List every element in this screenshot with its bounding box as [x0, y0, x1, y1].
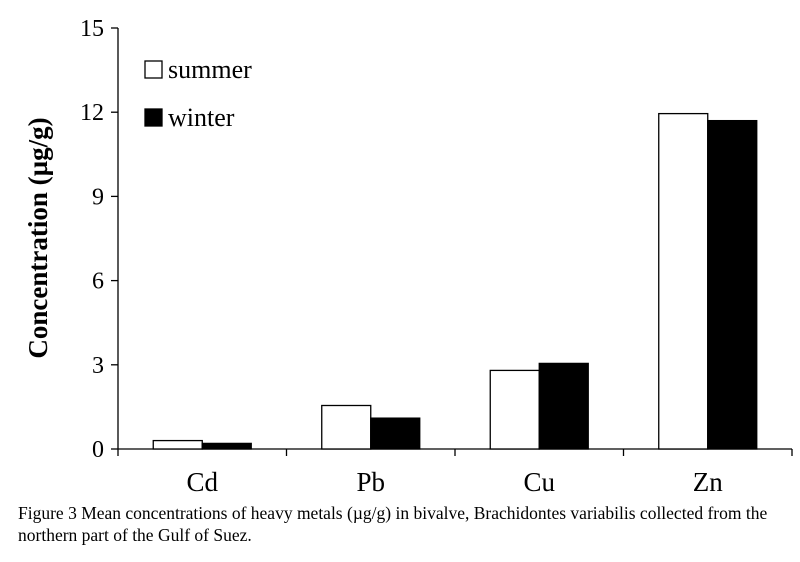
bar-winter-Cd: [201, 442, 252, 450]
bar-winter-Cu: [538, 362, 589, 450]
legend-swatch-winter: [144, 108, 163, 127]
x-tick-label: Cd: [186, 467, 218, 497]
y-tick-label: 6: [92, 269, 104, 295]
y-tick-label: 0: [92, 437, 104, 463]
bars: [152, 112, 758, 450]
x-tick-label: Zn: [693, 467, 723, 497]
bar-winter-Zn: [707, 119, 758, 450]
x-axis: Cd Pb Cu Zn: [117, 448, 793, 497]
bar-summer-Zn: [658, 112, 709, 450]
legend-label-summer: summer: [168, 55, 252, 84]
legend-label-winter: winter: [168, 103, 235, 132]
y-tick-label: 15: [80, 16, 104, 42]
bar-summer-Cd: [152, 439, 203, 450]
y-axis: 0 3 6 9 12 15: [80, 16, 119, 463]
x-tick-label: Pb: [356, 467, 385, 497]
legend: summer winter: [144, 55, 252, 132]
y-tick-label: 3: [92, 353, 104, 379]
y-axis-label: Concentration (µg/g): [23, 117, 53, 358]
bar-summer-Pb: [321, 404, 372, 450]
figure-caption: Figure 3 Mean concentrations of heavy me…: [18, 503, 768, 545]
bar-summer-Cu: [489, 369, 540, 450]
y-tick-label: 12: [80, 100, 104, 126]
y-tick-label: 9: [92, 184, 104, 210]
x-tick-label: Cu: [523, 467, 555, 497]
bar-winter-Pb: [370, 417, 421, 450]
bar-chart: 0 3 6 9 12 15 Cd Pb Cu Zn summer winter Concentra…: [23, 16, 793, 497]
legend-swatch-summer: [144, 60, 163, 79]
